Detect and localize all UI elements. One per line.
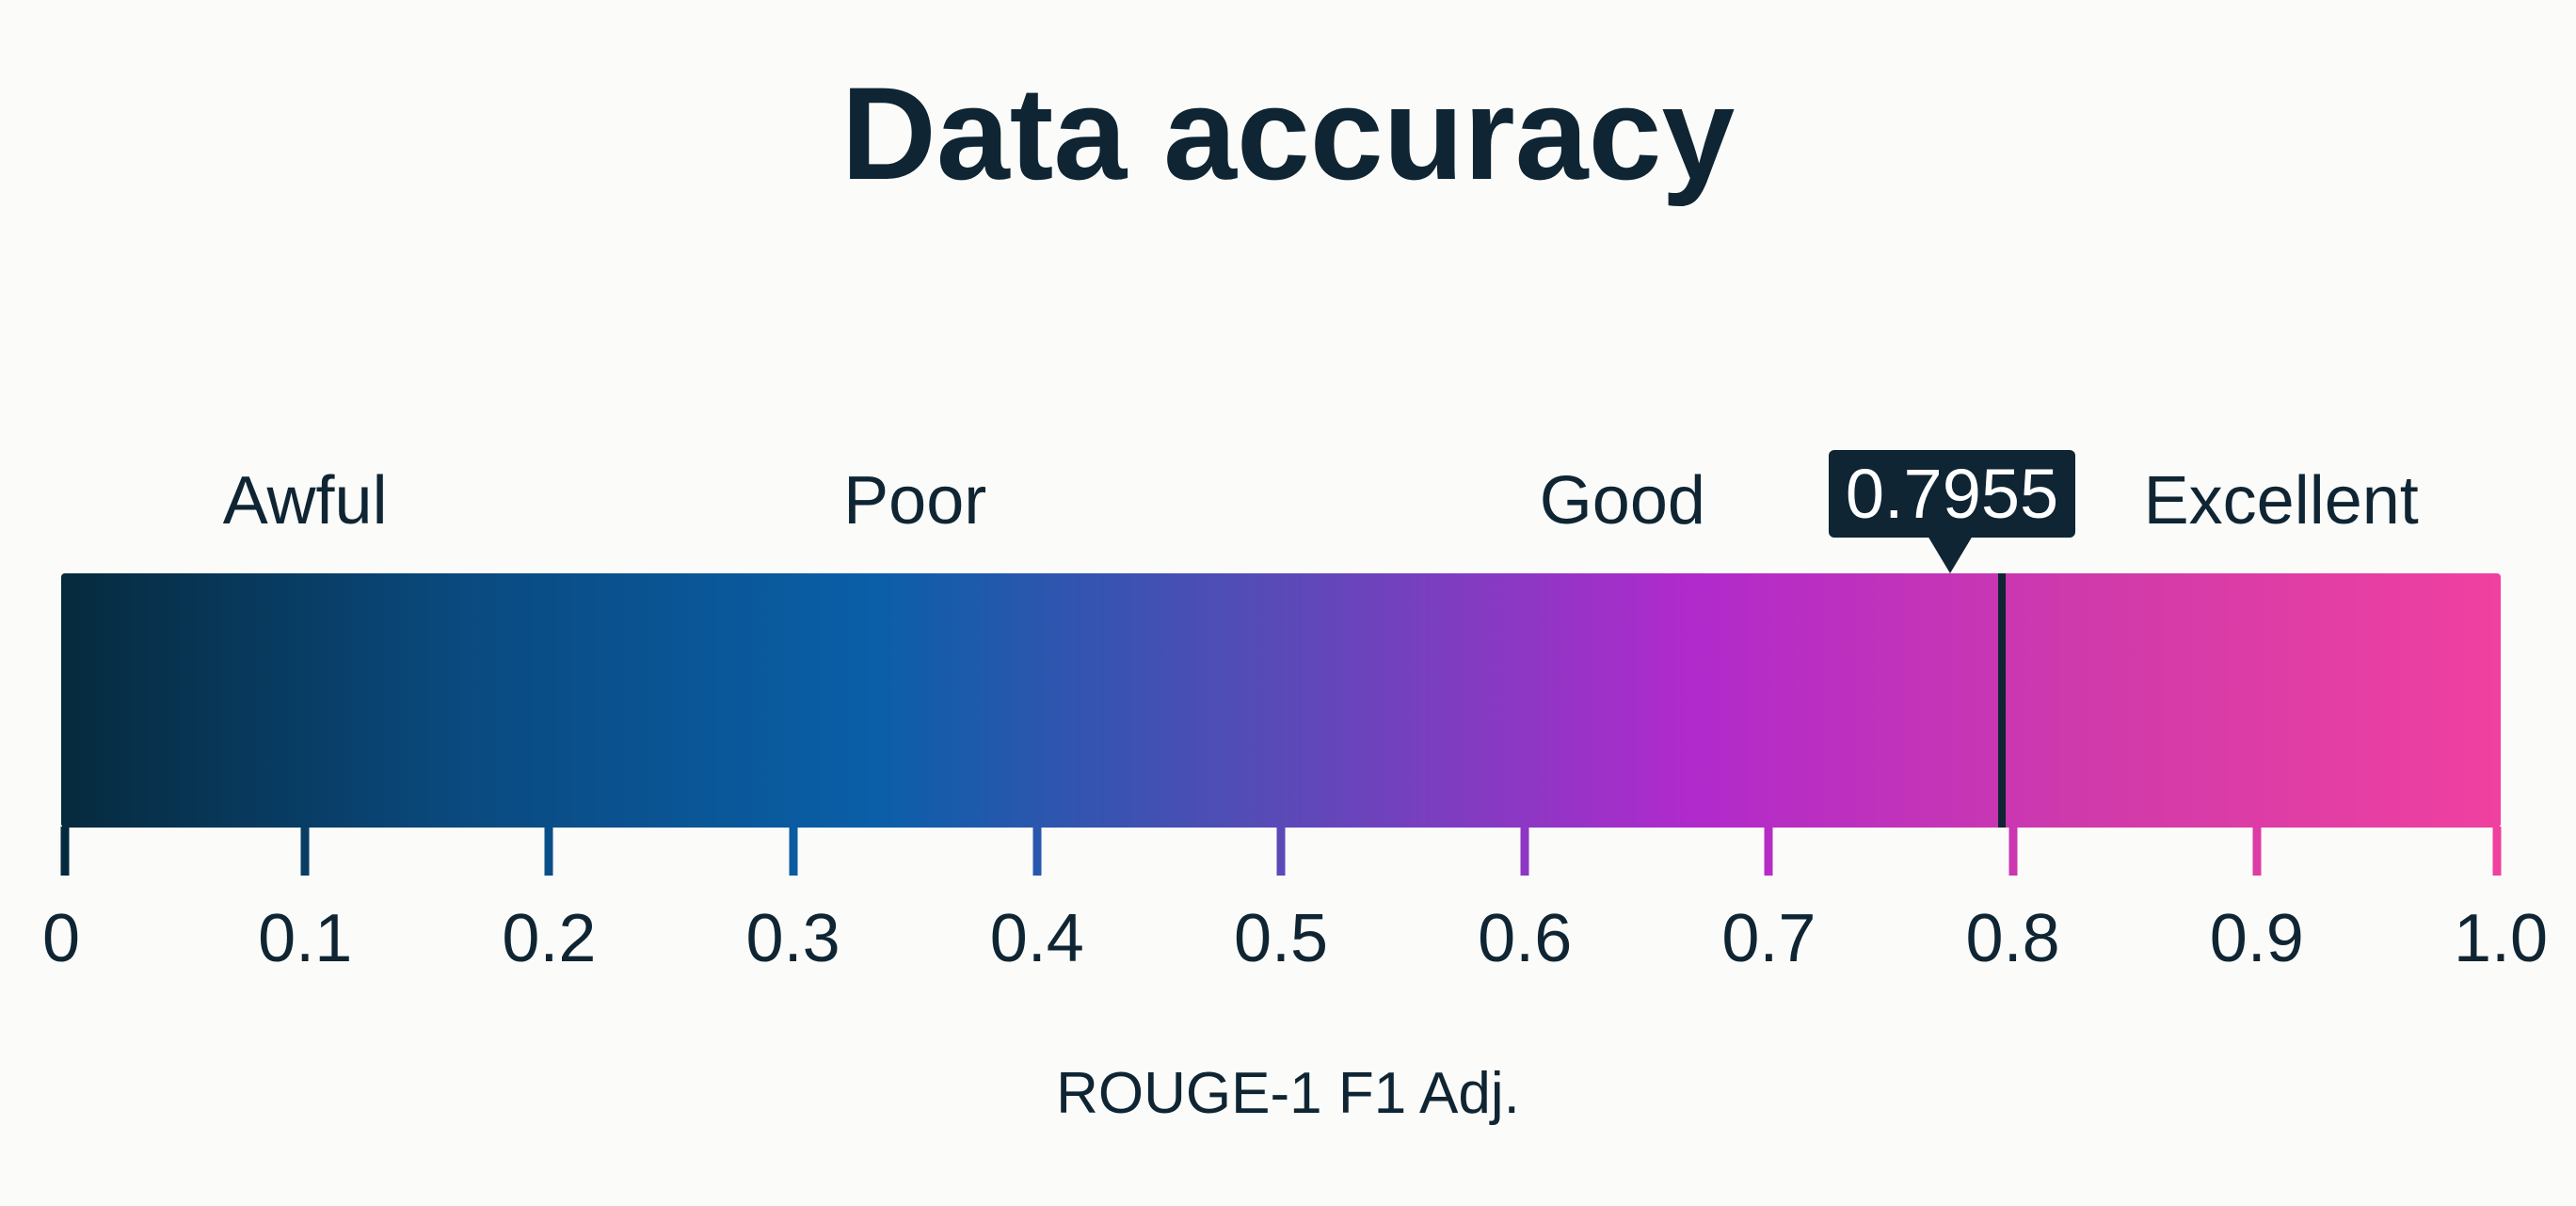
tick-mark bbox=[789, 827, 798, 876]
tick-label: 0.6 bbox=[1478, 901, 1573, 976]
category-label: Good bbox=[1539, 463, 1705, 539]
tick-label: 0.1 bbox=[258, 901, 353, 976]
tick-mark bbox=[1032, 827, 1042, 876]
tick-mark bbox=[2252, 827, 2262, 876]
tick-label: 0.2 bbox=[502, 901, 597, 976]
tick-label: 1.0 bbox=[2453, 901, 2549, 976]
tick-label: 0.4 bbox=[989, 901, 1084, 976]
tick-mark bbox=[300, 827, 310, 876]
value-tooltip: 0.7955 bbox=[1829, 450, 2075, 538]
category-label: Excellent bbox=[2143, 463, 2419, 539]
chart-title: Data accuracy bbox=[840, 59, 1736, 207]
tick-label: 0.7 bbox=[1721, 901, 1816, 976]
category-label: Poor bbox=[843, 463, 987, 539]
tick-mark bbox=[2492, 827, 2502, 876]
category-label: Awful bbox=[222, 463, 388, 539]
tick-mark bbox=[1764, 827, 1773, 876]
x-axis-label: ROUGE-1 F1 Adj. bbox=[1056, 1061, 1520, 1126]
tick-mark bbox=[2008, 827, 2018, 876]
tooltip-pointer bbox=[1928, 536, 1973, 573]
tick-label: 0.5 bbox=[1233, 901, 1329, 976]
tick-label: 0.3 bbox=[745, 901, 840, 976]
tick-label: 0 bbox=[41, 901, 81, 976]
tick-label: 0.9 bbox=[2209, 901, 2304, 976]
gauge-bar bbox=[61, 573, 2501, 828]
tick-mark bbox=[544, 827, 553, 876]
tick-mark bbox=[60, 827, 70, 876]
tick-mark bbox=[1520, 827, 1529, 876]
tick-mark bbox=[1276, 827, 1286, 876]
value-marker bbox=[1997, 573, 2006, 828]
tick-label: 0.8 bbox=[1965, 901, 2060, 976]
